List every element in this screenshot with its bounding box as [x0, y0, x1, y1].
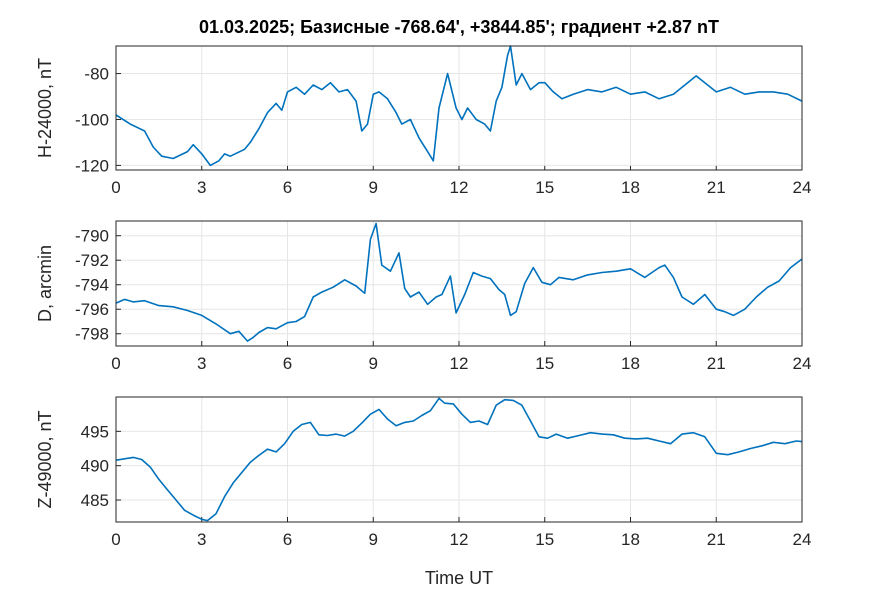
panel-d-y-tick-label: -794 — [75, 276, 109, 295]
panel-d-y-tick-label: -790 — [75, 227, 109, 246]
panel-z-x-tick-label: 24 — [793, 530, 812, 549]
panel-z-x-tick-label: 21 — [707, 530, 726, 549]
panel-d-x-tick-label: 15 — [535, 354, 554, 373]
panel-d-x-tick-label: 24 — [793, 354, 812, 373]
panel-z-x-tick-label: 18 — [621, 530, 640, 549]
panel-d-x-tick-label: 18 — [621, 354, 640, 373]
panel-h-component: 0 3 6 9 12 15 18 21 24 -80 -100 -120 H-24000, nT — [35, 45, 812, 197]
panel-h-x-tick-label: 21 — [707, 178, 726, 197]
panel-z-series-line — [115, 397, 803, 522]
panel-h-x-tick-label: 6 — [283, 178, 292, 197]
panel-d-component: 0 3 6 9 12 15 18 21 24 -790 -792 -794 -796 -798 D, arc… — [35, 220, 812, 373]
panel-h-series-line — [115, 45, 803, 167]
panel-z-x-tick-label: 6 — [283, 530, 292, 549]
panel-d-x-tick-label: 12 — [450, 354, 469, 373]
panel-h-y-tick-label: -100 — [75, 110, 109, 129]
panel-z-y-tick-label: 485 — [81, 491, 109, 510]
panel-d-x-tick-label: 3 — [197, 354, 206, 373]
panel-d-y-tick-label: -792 — [75, 251, 109, 270]
panel-d-series-line — [115, 222, 803, 342]
panel-d-x-tick-label: 6 — [283, 354, 292, 373]
panel-d-y-axis-label: D, arcmin — [35, 245, 55, 322]
x-axis-label: Time UT — [425, 568, 493, 588]
panel-z-y-tick-label: 490 — [81, 457, 109, 476]
panel-z-y-axis-label: Z-49000, nT — [35, 410, 55, 508]
panel-z-axes-frame — [115, 396, 803, 523]
panel-z-y-tick-label: 495 — [81, 422, 109, 441]
panel-d-y-tick-label: -798 — [75, 325, 109, 344]
panel-z-x-tick-label: 15 — [535, 530, 554, 549]
panel-h-axes-frame — [115, 45, 803, 171]
panel-h-y-tick-label: -120 — [75, 156, 109, 175]
panel-z-x-tick-label: 3 — [197, 530, 206, 549]
panel-z-x-tick-label: 0 — [111, 530, 120, 549]
panel-d-x-tick-label: 21 — [707, 354, 726, 373]
panel-z-component: 0 3 6 9 12 15 18 21 24 495 490 485 Z-49000, nT — [35, 396, 812, 549]
panel-h-x-tick-label: 15 — [535, 178, 554, 197]
panel-h-x-tick-label: 24 — [793, 178, 812, 197]
panel-d-x-tick-label: 9 — [369, 354, 378, 373]
panel-z-x-tick-label: 9 — [369, 530, 378, 549]
panel-h-x-tick-label: 12 — [450, 178, 469, 197]
panel-z-x-tick-label: 12 — [450, 530, 469, 549]
panel-h-x-tick-label: 9 — [369, 178, 378, 197]
panel-d-axes-frame — [115, 220, 803, 347]
panel-h-y-tick-label: -80 — [84, 65, 109, 84]
figure-title: 01.03.2025; Базисные -768.64', +3844.85'… — [199, 17, 719, 37]
panel-h-x-tick-label: 18 — [621, 178, 640, 197]
panel-d-x-tick-label: 0 — [111, 354, 120, 373]
panel-d-y-tick-label: -796 — [75, 300, 109, 319]
panel-h-x-tick-label: 3 — [197, 178, 206, 197]
panel-h-x-tick-label: 0 — [111, 178, 120, 197]
panel-h-y-axis-label: H-24000, nT — [35, 58, 55, 158]
